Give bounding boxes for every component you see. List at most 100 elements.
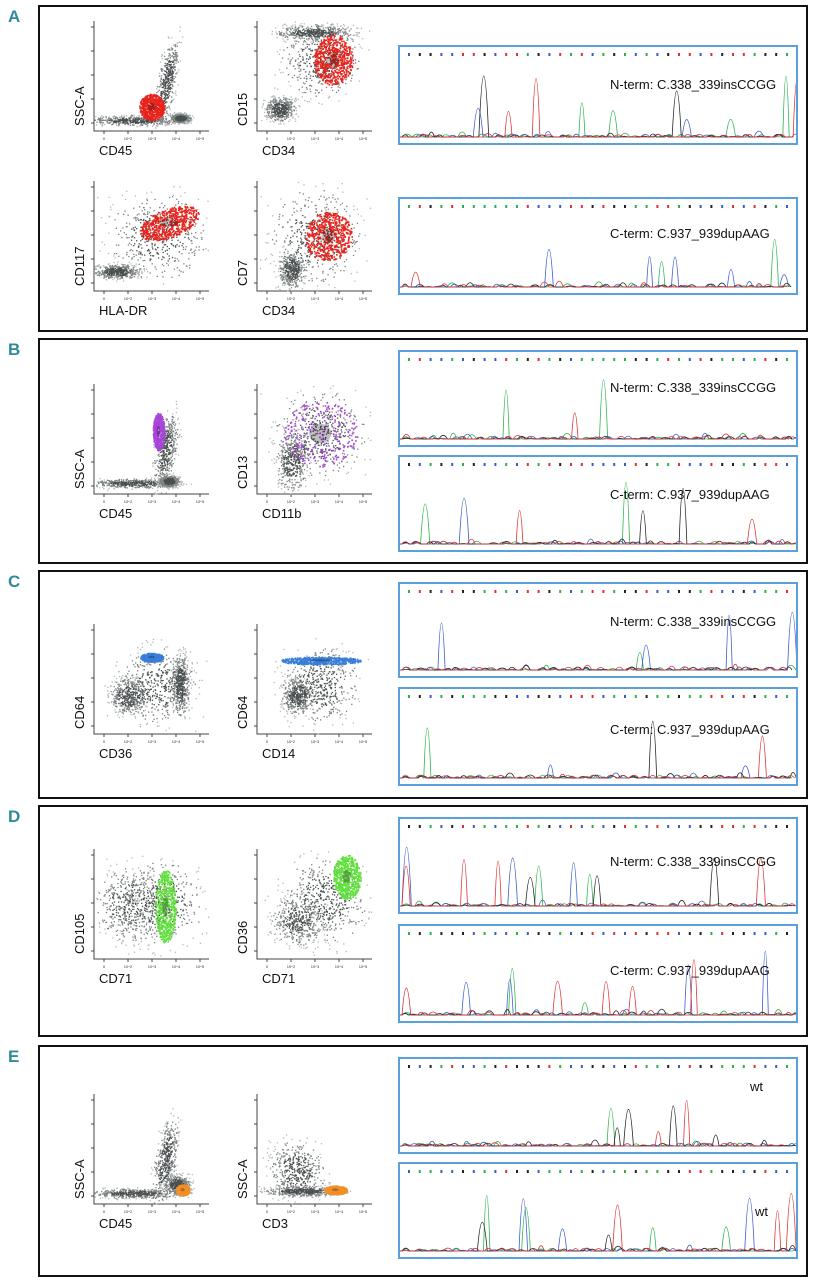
x-tick-label: 10^5 [359,499,368,504]
x-tick-label: 10^2 [124,964,133,969]
base-trace [400,1105,796,1147]
x-tick-label: 10^5 [359,739,368,744]
base-trace [400,857,796,907]
x-tick-label: 10^3 [148,739,157,744]
mutation-label: C-term: C.937_939dupAAG [610,963,770,978]
x-tick-label: 10^3 [148,499,157,504]
axis [93,384,209,495]
flow-plot: 0 10^2 10^3 10^4 10^5 CD45 SSC-A [72,382,242,532]
axis [93,1094,209,1205]
chromatogram-trace [400,932,796,1016]
sequence-chromatogram: N-term: C.338_339insCCGG [398,582,798,678]
x-tick-label: 10^2 [124,1209,133,1214]
mutation-label: C-term: C.937_939dupAAG [610,226,770,241]
x-tick-label: 10^5 [196,964,205,969]
x-tick-label: 10^4 [172,296,181,301]
sequence-chromatogram: wt [398,1162,798,1259]
cell-cloud [96,855,210,957]
base-trace [400,764,789,779]
flow-plot: 0 10^2 10^3 10^4 10^5 CD45 SSC-A [72,19,242,169]
mutation-label: N-term: C.338_339insCCGG [610,77,777,92]
sequence-chromatogram: N-term: C.338_339insCCGG [398,817,798,914]
y-axis-label: SSC-A [72,86,87,126]
panel-d: 0 10^2 10^3 10^4 10^5 CD71 CD105 0 10^2 10^3 10^4 1… [38,805,808,1037]
x-axis-label: CD11b [262,506,302,521]
x-axis-label: CD34 [262,143,296,158]
flow-plot: 0 10^2 10^3 10^4 10^5 CD14 CD64 [235,622,405,772]
x-tick-label: 0 [266,964,269,969]
x-tick-label: 0 [103,964,106,969]
panel-b: 0 10^2 10^3 10^4 10^5 CD45 SSC-A 0 10^2 10^3 10^4 1… [38,338,808,564]
x-tick-label: 10^4 [172,964,181,969]
x-tick-label: 10^3 [148,136,157,141]
base-trace [400,652,796,671]
mutation-label: N-term: C.338_339insCCGG [610,380,777,395]
panel-letter: D [8,807,21,826]
chromatogram-trace [400,825,796,907]
x-tick-label: 10^4 [335,1209,344,1214]
gated-population [333,854,362,900]
flow-plot: 0 10^2 10^3 10^4 10^5 CD45 SSC-A [72,1092,242,1242]
x-tick-label: 10^2 [287,296,296,301]
cell-cloud [260,385,372,495]
x-tick-label: 10^3 [311,296,320,301]
x-tick-label: 10^4 [335,499,344,504]
flow-plot: 0 10^2 10^3 10^4 10^5 CD34 CD15 [235,19,405,169]
x-tick-label: 10^5 [196,739,205,744]
x-tick-label: 0 [266,136,269,141]
base-trace [400,108,796,138]
x-tick-label: 10^3 [148,964,157,969]
cell-cloud [261,21,371,125]
x-tick-label: 0 [103,136,106,141]
x-tick-label: 10^2 [287,964,296,969]
x-tick-label: 10^2 [124,296,133,301]
x-axis-label: HLA-DR [99,303,148,318]
x-tick-label: 10^2 [124,739,133,744]
x-axis-label: CD45 [99,143,133,158]
base-trace [400,865,790,907]
x-tick-label: 10^4 [172,1209,181,1214]
panel-e: 0 10^2 10^3 10^4 10^5 CD45 SSC-A 0 10^2 10^3 10^4 1… [38,1045,808,1277]
scatter-plot: 0 10^2 10^3 10^4 10^5 [91,181,209,301]
sequence-chromatogram: C-term: C.937_939dupAAG [398,924,798,1023]
x-tick-label: 0 [103,739,106,744]
base-trace [400,1198,796,1252]
scatter-plot: 0 10^2 10^3 10^4 10^5 [254,1094,372,1214]
x-axis-label: CD3 [262,1216,289,1231]
y-axis-label: SSC-A [72,1159,87,1199]
gated-population [152,412,166,452]
panel-letter: B [8,340,21,359]
flow-plot: 0 10^2 10^3 10^4 10^5 HLA-DR CD117 [72,179,242,329]
x-tick-label: 10^2 [287,739,296,744]
gated-population [281,656,362,666]
axis [256,624,372,735]
chromatogram-trace [400,590,796,671]
y-axis-label: CD15 [235,92,250,126]
base-trace [400,497,786,545]
base-trace [400,663,788,671]
y-axis-label: CD64 [235,695,250,729]
gated-population [155,870,178,944]
axis [256,21,372,132]
base-trace [400,510,796,545]
base-trace [400,735,795,779]
x-tick-label: 10^3 [148,296,157,301]
x-axis-label: CD71 [99,971,133,986]
base-trace [400,1099,786,1147]
axis [256,181,372,292]
cell-cloud [259,181,372,292]
panel-c: 0 10^2 10^3 10^4 10^5 CD36 CD64 0 10^2 10^3 10^4 10… [38,570,808,799]
flow-plot: 0 10^2 10^3 10^4 10^5 CD71 CD105 [72,847,242,997]
axis [93,624,209,735]
scatter-plot: 0 10^2 10^3 10^4 10^5 [91,1094,209,1214]
x-tick-label: 10^5 [359,1209,368,1214]
scatter-plot: 0 10^2 10^3 10^4 10^5 [91,849,210,969]
panel-letter: E [8,1047,20,1066]
gated-population [283,401,359,468]
mutation-label: wt [755,1204,768,1219]
gated-population [313,34,354,86]
chromatogram-trace [400,695,796,779]
axis [256,384,372,495]
cell-cloud [264,850,373,956]
x-tick-label: 10^2 [124,499,133,504]
